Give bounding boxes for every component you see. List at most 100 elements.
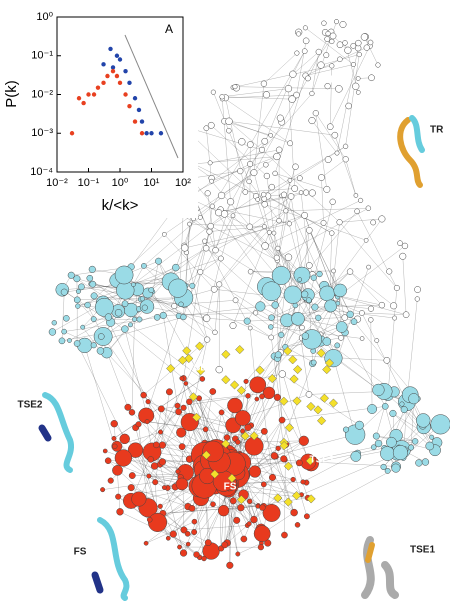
node xyxy=(330,199,336,205)
node xyxy=(152,479,158,485)
node xyxy=(215,209,222,216)
edge xyxy=(222,97,292,99)
node xyxy=(287,221,292,226)
node xyxy=(111,420,118,427)
edge xyxy=(238,543,262,554)
node xyxy=(415,297,420,302)
node xyxy=(375,440,382,447)
node xyxy=(269,133,273,137)
x-tick-label: 10⁻¹ xyxy=(78,177,100,189)
node xyxy=(100,487,104,491)
node xyxy=(412,438,418,444)
node xyxy=(250,516,257,523)
node xyxy=(202,239,207,244)
edge xyxy=(206,128,211,181)
node xyxy=(373,433,379,439)
node xyxy=(117,508,124,515)
edge xyxy=(350,272,382,305)
figure: TR TR TSE2 TSE2 TSE1 FS FS TSE1 A P(k) k… xyxy=(0,0,450,607)
node xyxy=(108,478,114,484)
node xyxy=(59,338,65,344)
edge xyxy=(362,313,406,315)
node xyxy=(179,443,185,449)
node xyxy=(351,43,356,48)
node xyxy=(249,466,261,478)
node xyxy=(187,222,191,226)
node xyxy=(261,192,266,197)
edge xyxy=(250,145,251,227)
node xyxy=(238,138,245,145)
node xyxy=(380,446,394,460)
node xyxy=(255,397,259,401)
cluster-label: TSE1 xyxy=(309,455,334,466)
node xyxy=(154,314,160,320)
node xyxy=(207,229,212,234)
node xyxy=(317,271,323,277)
node xyxy=(230,322,236,328)
transition-node xyxy=(222,350,230,358)
point xyxy=(118,57,122,61)
cluster-label: FS xyxy=(74,547,87,558)
node xyxy=(309,190,316,197)
edge xyxy=(256,196,281,275)
node xyxy=(262,201,268,207)
node xyxy=(275,352,281,358)
node xyxy=(303,26,307,30)
cluster-label: TSE1 xyxy=(410,545,435,556)
node xyxy=(402,243,408,249)
node xyxy=(379,302,385,308)
node xyxy=(171,303,177,309)
node xyxy=(192,519,197,524)
node xyxy=(397,241,402,246)
node xyxy=(253,311,258,316)
node xyxy=(392,464,401,473)
edge xyxy=(262,396,272,477)
node xyxy=(170,531,177,538)
node xyxy=(244,318,251,325)
node xyxy=(67,338,71,342)
edge xyxy=(207,318,248,321)
node xyxy=(61,289,67,295)
node xyxy=(313,110,319,116)
edge xyxy=(408,299,418,392)
node xyxy=(181,314,187,320)
y-axis-label: P(k) xyxy=(3,80,20,108)
point xyxy=(137,108,141,112)
node xyxy=(210,502,215,507)
edge xyxy=(101,337,128,408)
transition-node xyxy=(183,347,191,355)
node xyxy=(131,283,135,287)
node xyxy=(392,316,396,320)
node xyxy=(230,498,236,504)
node xyxy=(147,517,152,522)
node xyxy=(280,456,287,463)
node xyxy=(261,482,266,487)
node xyxy=(386,269,392,275)
point xyxy=(108,47,112,51)
node xyxy=(180,550,187,557)
transition-node xyxy=(317,349,325,357)
node xyxy=(356,90,360,94)
node xyxy=(158,504,163,509)
node xyxy=(343,40,348,45)
node xyxy=(306,298,311,303)
node xyxy=(400,253,406,259)
node xyxy=(277,218,282,223)
node xyxy=(338,335,343,340)
node xyxy=(343,144,348,149)
point xyxy=(101,62,105,66)
node xyxy=(211,286,217,292)
point xyxy=(115,74,119,78)
node xyxy=(129,472,135,478)
node xyxy=(132,317,137,322)
node xyxy=(285,85,292,92)
node xyxy=(160,312,167,319)
cluster-label: TSE2 xyxy=(17,400,42,411)
node xyxy=(325,36,330,41)
node xyxy=(278,332,284,338)
node xyxy=(112,436,116,440)
transition-node xyxy=(314,406,322,414)
node xyxy=(241,536,247,542)
node xyxy=(213,247,219,253)
node xyxy=(218,256,223,261)
